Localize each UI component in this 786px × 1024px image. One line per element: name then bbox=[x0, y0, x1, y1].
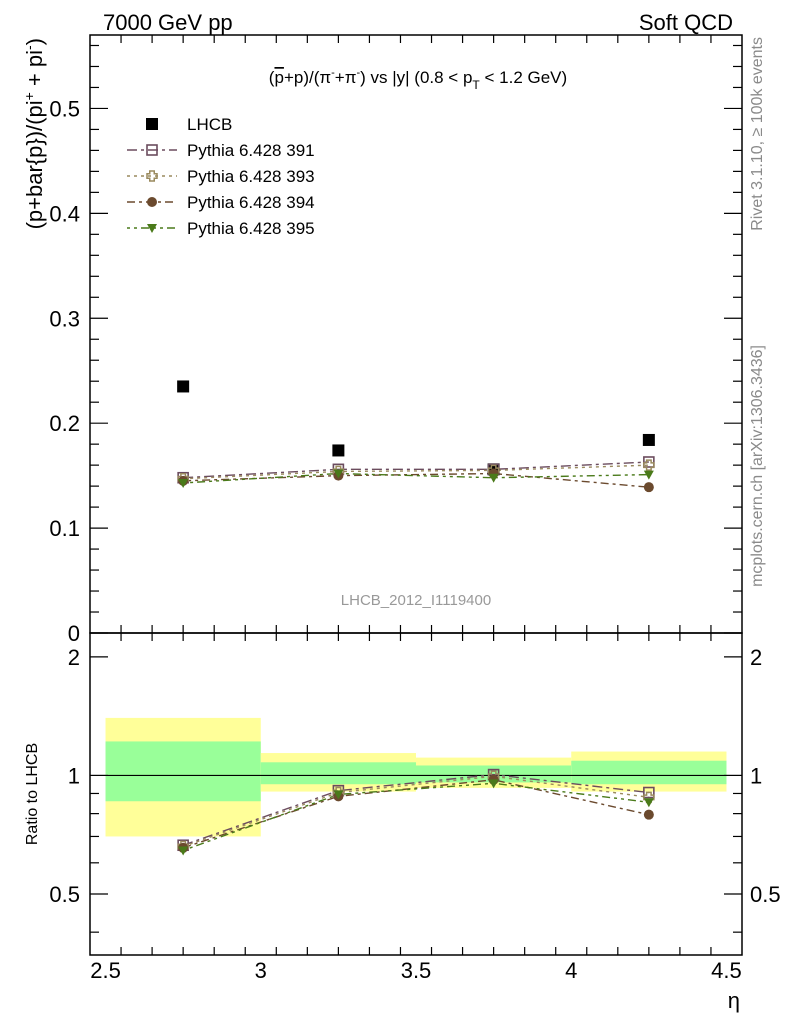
ratio-data-point-394 bbox=[643, 809, 654, 820]
legend-label: Pythia 6.428 395 bbox=[187, 219, 315, 238]
rivet-label: Rivet 3.1.10, ≥ 100k events bbox=[749, 37, 766, 231]
header-left: 7000 GeV pp bbox=[103, 10, 233, 35]
x-tick-label: 2.5 bbox=[90, 958, 121, 983]
series-line bbox=[183, 464, 649, 480]
y-tick-label: 0.2 bbox=[49, 411, 80, 436]
data-point-395 bbox=[333, 469, 344, 479]
ratio-data-point-395 bbox=[333, 790, 344, 800]
ratio-axis-title: Ratio to LHCB bbox=[24, 743, 41, 845]
legend-label: LHCB bbox=[187, 115, 232, 134]
ratio-data-point-395 bbox=[488, 779, 499, 789]
y-axis-title: (p+bar{p})/(pi+ + pi-) bbox=[21, 38, 47, 229]
legend-marker bbox=[146, 170, 158, 182]
legend-marker bbox=[147, 224, 157, 233]
ratio-tick-label-right: 2 bbox=[750, 645, 762, 670]
data-point-394 bbox=[643, 482, 654, 493]
data-point-lhcb bbox=[177, 380, 190, 393]
data-point-395 bbox=[643, 470, 654, 480]
header-right: Soft QCD bbox=[639, 10, 733, 35]
data-point-393 bbox=[643, 459, 655, 471]
data-point-395 bbox=[178, 478, 189, 488]
x-tick-label: 4 bbox=[565, 958, 577, 983]
series-line bbox=[183, 461, 649, 479]
ratio-tick-label: 2 bbox=[68, 645, 80, 670]
y-tick-label: 0.1 bbox=[49, 516, 80, 541]
legend-label: Pythia 6.428 391 bbox=[187, 141, 315, 160]
legend-marker bbox=[147, 197, 157, 207]
legend-label: Pythia 6.428 394 bbox=[187, 193, 315, 212]
ratio-series-line bbox=[182, 779, 650, 849]
analysis-watermark: LHCB_2012_I1119400 bbox=[341, 592, 491, 609]
series-lines bbox=[182, 461, 650, 852]
legend-marker bbox=[146, 118, 158, 130]
x-tick-label: 3 bbox=[255, 958, 267, 983]
x-tick-label: 4.5 bbox=[711, 958, 742, 983]
ratio-data-point-395 bbox=[178, 846, 189, 856]
legend: LHCB Pythia 6.428 391 Pythia 6.428 393 Pyth… bbox=[127, 115, 315, 238]
legend-label: Pythia 6.428 393 bbox=[187, 167, 315, 186]
y-tick-label: 0.4 bbox=[49, 201, 80, 226]
ratio-tick-label-right: 0.5 bbox=[750, 882, 781, 907]
y-tick-label: 0.5 bbox=[49, 96, 80, 121]
ratio-data-point-391 bbox=[643, 786, 655, 799]
ratio-bands bbox=[105, 717, 727, 837]
y-tick-label: 0 bbox=[68, 621, 80, 646]
x-tick-label: 3.5 bbox=[401, 958, 432, 983]
stat-uncertainty-band bbox=[571, 760, 727, 785]
y-tick-label: 0.3 bbox=[49, 306, 80, 331]
stat-uncertainty-band bbox=[105, 741, 261, 802]
ratio-tick-label: 0.5 bbox=[49, 882, 80, 907]
plot-title: (p+p)/(π-+π-) vs |y| (0.8 < pT < 1.2 GeV… bbox=[269, 67, 567, 92]
data-point-395 bbox=[488, 473, 499, 483]
ratio-data-point-395 bbox=[643, 798, 654, 808]
data-point-lhcb bbox=[332, 444, 345, 457]
series-markers bbox=[177, 380, 655, 856]
ratio-tick-label-right: 1 bbox=[750, 763, 762, 788]
ratio-tick-label: 1 bbox=[68, 763, 80, 788]
data-point-lhcb bbox=[642, 433, 655, 446]
data-point-391 bbox=[643, 456, 655, 468]
mcplots-label: mcplots.cern.ch [arXiv:1306.3436] bbox=[749, 345, 766, 587]
ratio-series-line bbox=[182, 782, 649, 852]
stat-uncertainty-band bbox=[260, 762, 416, 785]
x-axis-title: η bbox=[728, 988, 740, 1013]
axis-ticks: 2.5 3 3.5 4 4.5 0.1 0.2 0.3 0.4 0.5 0 0.5 0.5 1 1 2 2 bbox=[49, 35, 781, 983]
legend-marker bbox=[146, 144, 158, 156]
series-line bbox=[183, 472, 649, 488]
